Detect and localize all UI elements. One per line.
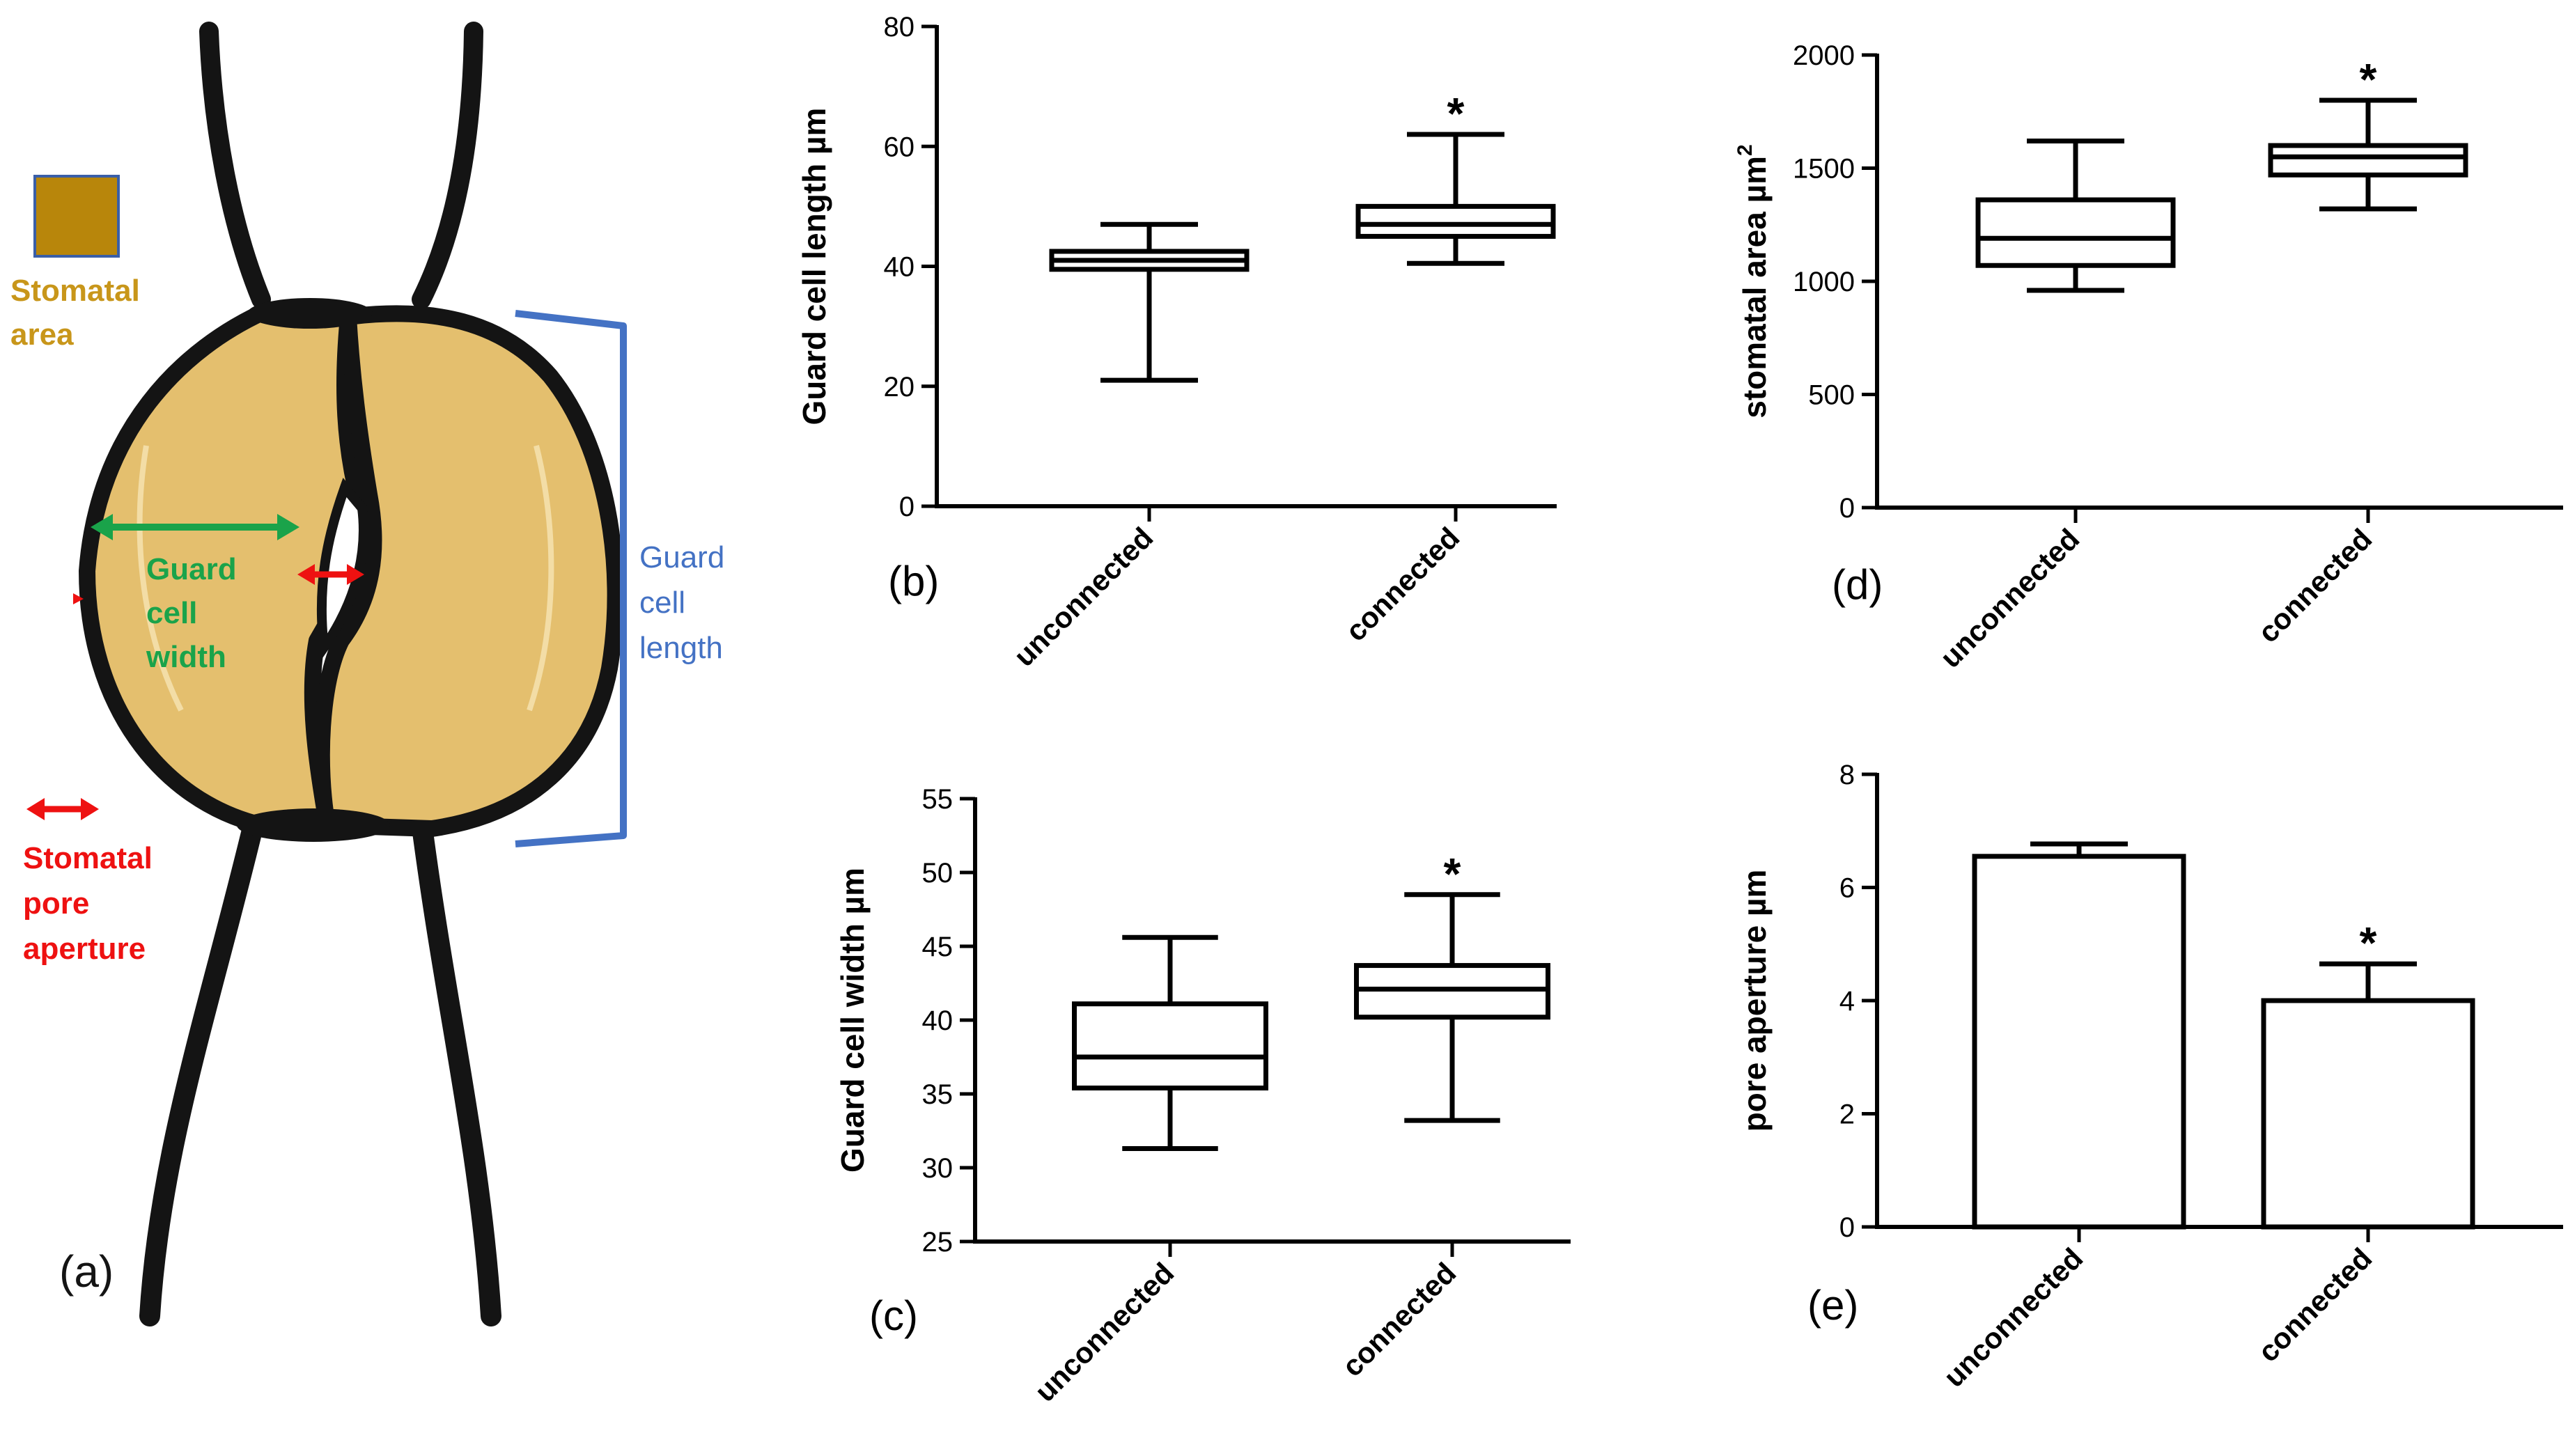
pore-aperture-label-line-2: pore	[23, 886, 89, 921]
iqr-box	[2268, 143, 2468, 178]
y-tick-label-b: 60	[884, 132, 915, 162]
y-axis-title-superscript-d: 2	[1734, 144, 1757, 156]
y-tick-label-c: 40	[922, 1005, 954, 1036]
right-cell-texture	[527, 445, 554, 712]
left-cell-texture	[137, 445, 184, 712]
y-tick-label-e: 4	[1839, 986, 1855, 1017]
y-tick-label-e: 2	[1839, 1099, 1855, 1130]
x-tick-label-e: connected	[2252, 1242, 2379, 1368]
y-tick-label-c: 25	[922, 1227, 954, 1258]
panel-label-e: (e)	[1807, 1282, 1858, 1329]
x-tick-label-c: unconnected	[1028, 1256, 1180, 1408]
y-axis-title-text-e: pore aperture µm	[1736, 870, 1773, 1132]
bottom-junction	[237, 808, 390, 842]
stomatal-area-label-line-1: Stomatal	[10, 274, 140, 308]
x-tick-label-b: unconnected	[1007, 521, 1159, 673]
y-tick-label-c: 30	[922, 1153, 954, 1184]
chart-d: 0 500 1000 1500 2000 stomatal area µm2 unconne…	[1734, 40, 2563, 674]
lower-right-vein	[411, 811, 501, 1326]
pore-aperture-legend-arrow	[26, 798, 99, 820]
y-tick-label-d: 2000	[1793, 40, 1855, 71]
significance-star-c: *	[1444, 849, 1461, 899]
stomatal-area-label-line-2: area	[10, 318, 74, 352]
iqr-box	[1072, 1001, 1268, 1091]
box-plot-d-connected	[2268, 97, 2468, 212]
x-tick-label-b: connected	[1339, 521, 1466, 648]
y-tick-label-b: 0	[899, 492, 915, 522]
y-tick-label-c: 45	[922, 932, 954, 962]
stomatal-pore	[316, 478, 368, 662]
y-tick-label-d: 500	[1808, 380, 1855, 411]
y-tick-label-c: 50	[922, 858, 954, 889]
chart-c: 25 30 35 40 45 50 55 Guard cell width µm unconne…	[834, 784, 1571, 1408]
panel-label-d: (d)	[1832, 561, 1883, 608]
box-plot-b-connected	[1355, 132, 1556, 266]
significance-star-b: *	[1447, 88, 1465, 139]
upper-left-vein	[199, 22, 271, 309]
bar-e-connected	[2261, 961, 2475, 1230]
y-tick-label-c: 35	[922, 1079, 954, 1110]
guard-cell-width-label-line-1: Guard	[146, 552, 237, 586]
panel-label-b: (b)	[888, 558, 939, 604]
y-axis-title-d: stomatal area µm2	[1734, 144, 1773, 418]
pore-aperture-arrow	[297, 564, 364, 585]
x-tick-label-c: connected	[1336, 1256, 1463, 1383]
y-axis-title-c: Guard cell width µm	[834, 868, 871, 1173]
y-tick-label-e: 6	[1839, 873, 1855, 904]
y-tick-label-c: 55	[922, 784, 954, 815]
y-tick-label-b: 40	[884, 252, 915, 283]
stomatal-area-swatch	[33, 175, 120, 258]
y-axis-title-e: pore aperture µm	[1736, 870, 1773, 1132]
lower-left-vein	[139, 811, 265, 1326]
x-tick-label-d: connected	[2252, 522, 2379, 649]
significance-star-e: *	[2360, 918, 2377, 968]
left-edge-red-mark	[73, 593, 84, 604]
upper-right-vein	[412, 22, 483, 309]
y-tick-label-b: 20	[884, 372, 915, 402]
panel-label-c: (c)	[869, 1292, 918, 1339]
x-tick-label-e: unconnected	[1937, 1242, 2089, 1393]
right-guard-cell	[313, 305, 624, 837]
chart-b: 0 20 40 60 80 Guard cell length µm unconnected…	[796, 12, 1557, 673]
x-tick-label-d: unconnected	[1933, 522, 2085, 674]
guard-cell-width-label-line-2: cell	[146, 596, 197, 630]
y-axis-title-text-b: Guard cell length µm	[796, 108, 832, 425]
significance-star-d: *	[2360, 54, 2377, 104]
bar-rect	[2261, 998, 2475, 1230]
y-tick-label-e: 8	[1839, 760, 1855, 790]
y-tick-label-d: 0	[1839, 493, 1855, 524]
box-plot-b-unconnected	[1049, 221, 1250, 383]
guard-cell-width-arrow	[91, 514, 299, 540]
guard-cell-length-label-line-3: length	[639, 631, 723, 665]
guard-cell-length-bracket	[515, 310, 627, 847]
box-plot-d-unconnected	[1975, 139, 2176, 293]
iqr-box	[1355, 203, 1556, 239]
y-tick-label-d: 1500	[1793, 154, 1855, 185]
y-axis-title-b: Guard cell length µm	[796, 108, 832, 425]
box-plot-c-unconnected	[1072, 934, 1268, 1151]
iqr-box	[1975, 197, 2176, 268]
top-junction	[247, 298, 373, 329]
chart-e: 0 2 4 6 8 pore aperture µm unconnected connecte…	[1736, 760, 2563, 1393]
stomata-diagram: Stomatal area Guard cell width Guard cel…	[10, 22, 724, 1326]
guard-cell-length-label-line-1: Guard	[639, 540, 724, 574]
y-tick-label-b: 80	[884, 12, 915, 42]
y-tick-label-e: 0	[1839, 1212, 1855, 1243]
pore-aperture-label-line-1: Stomatal	[23, 841, 153, 875]
pore-aperture-label-line-3: aperture	[23, 932, 146, 966]
panel-label-a: (a)	[59, 1246, 114, 1297]
guard-cell-width-label-line-3: width	[146, 640, 226, 674]
guard-cell-length-label-line-2: cell	[639, 586, 685, 620]
box-plot-c-connected	[1354, 892, 1550, 1123]
y-tick-label-d: 1000	[1793, 267, 1855, 297]
bar-e-unconnected	[1972, 841, 2186, 1230]
y-axis-title-text-d: stomatal area µm	[1736, 156, 1773, 418]
bar-rect	[1972, 854, 2186, 1230]
y-axis-title-text-c: Guard cell width µm	[834, 868, 871, 1173]
